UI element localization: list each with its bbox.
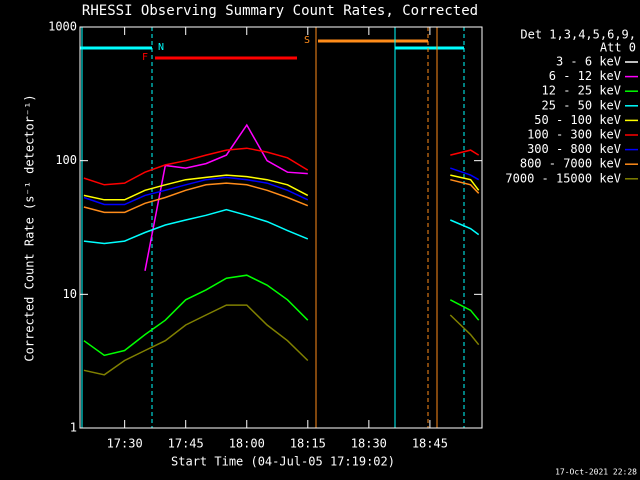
series-line [83, 147, 480, 186]
flag-label: N [158, 42, 164, 53]
x-tick-label: 18:45 [412, 437, 448, 451]
series-line [83, 178, 480, 214]
series-line [144, 123, 308, 271]
x-tick-label: 17:45 [168, 437, 204, 451]
legend-label: 100 - 300 keV [527, 128, 621, 142]
series-line [83, 167, 480, 206]
x-axis-label: Start Time (04-Jul-05 17:19:02) [171, 455, 395, 469]
x-tick-label: 18:00 [229, 437, 265, 451]
x-tick-label: 17:30 [107, 437, 143, 451]
flag-label: F [142, 52, 148, 63]
series-line [83, 304, 480, 376]
legend-label: 800 - 7000 keV [520, 157, 621, 171]
legend-title: Det 1,3,4,5,6,9, [520, 28, 636, 42]
series-line [83, 174, 480, 201]
chart-title: RHESSI Observing Summary Count Rates, Co… [82, 3, 478, 19]
y-tick-label: 100 [55, 153, 77, 167]
legend-label: 12 - 25 keV [542, 84, 621, 98]
legend-label: 7000 - 15000 keV [505, 171, 621, 185]
series-line [165, 127, 308, 171]
x-tick-label: 18:30 [351, 437, 387, 451]
series-line [83, 208, 480, 245]
x-tick-label: 18:15 [290, 437, 326, 451]
y-axis-label: Corrected Count Rate (s⁻¹ detector⁻¹) [23, 94, 37, 361]
plot-frame [79, 26, 483, 429]
legend-label: 6 - 12 keV [549, 69, 621, 83]
flag-label: S [304, 35, 310, 46]
series-line [83, 274, 480, 357]
legend-label: 50 - 100 keV [534, 113, 621, 127]
legend-title: Att 0 [600, 41, 636, 55]
footer: 17-Oct-2021 22:28 [555, 468, 637, 477]
y-tick-label: 1 [70, 421, 77, 435]
legend-label: 3 - 6 keV [556, 55, 621, 69]
legend-label: 300 - 800 keV [527, 142, 621, 156]
legend-label: 25 - 50 keV [542, 98, 621, 112]
y-tick-label: 10 [63, 287, 77, 301]
y-tick-label: 1000 [48, 20, 77, 34]
